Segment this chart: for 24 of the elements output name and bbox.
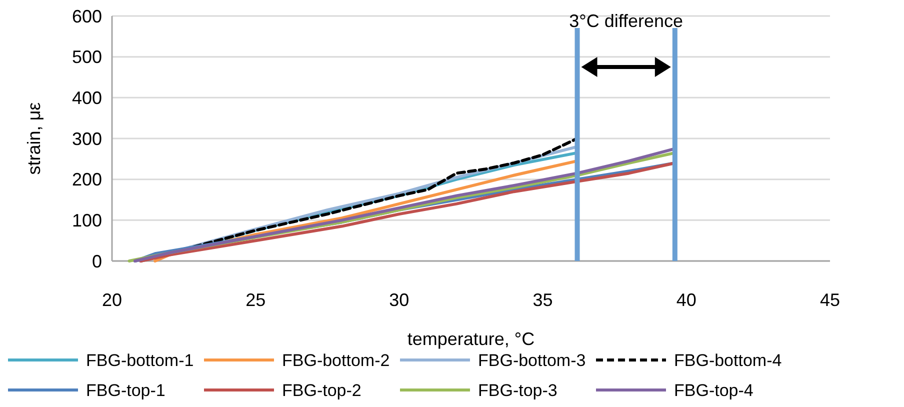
x-tick-label: 35 [532,290,553,310]
y-tick-label: 400 [72,88,102,108]
legend-label: FBG-bottom-4 [674,350,782,370]
legend-label: FBG-top-1 [86,380,166,400]
y-tick-label: 300 [72,128,102,149]
x-tick-label: 25 [246,290,266,310]
y-tick-label: 0 [92,251,102,272]
y-tick-label: 500 [72,47,102,68]
legend-label: FBG-bottom-3 [478,350,586,370]
y-tick-label: 600 [72,6,102,26]
y-tick-label: 200 [72,170,102,190]
x-tick-label: 30 [389,290,410,310]
legend-label: FBG-top-2 [282,380,362,400]
x-tick-label: 20 [102,290,122,310]
x-tick-label: 45 [820,290,840,310]
legend-label: FBG-top-4 [674,380,754,400]
y-axis-title: strain, με [24,102,44,175]
y-tick-label: 100 [72,210,102,230]
x-axis-title: temperature, °C [407,329,535,349]
legend-label: FBG-top-3 [478,380,558,400]
legend-label: FBG-bottom-2 [282,350,390,370]
annotation: 3°C difference [569,11,684,31]
x-tick-label: 40 [676,290,696,310]
legend-label: FBG-bottom-1 [86,350,194,370]
